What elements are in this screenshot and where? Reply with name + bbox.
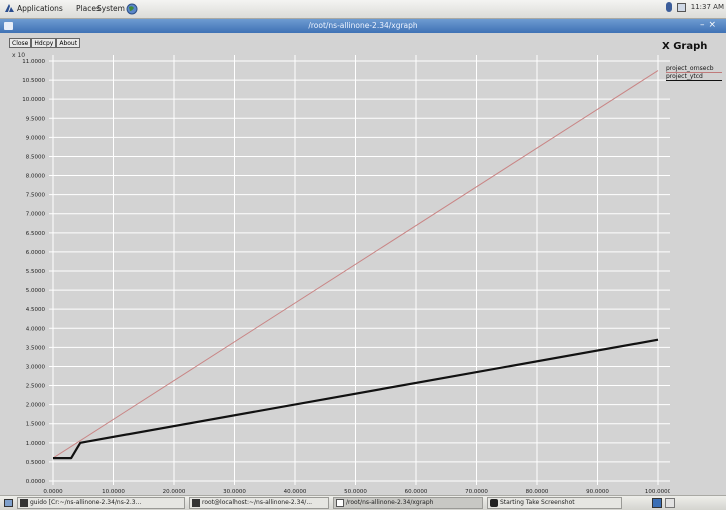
workspace-2-button[interactable]	[665, 498, 675, 508]
legend: project_ornsecb project_ytcd	[666, 65, 722, 81]
network-icon[interactable]	[676, 2, 686, 12]
xgraph-client-area: Close Hdcpy About x 10 0.0000 10.0000 20.000…	[0, 33, 726, 495]
legend-title: X Graph	[662, 41, 708, 52]
x-tick-label: 50.0000	[344, 489, 367, 495]
y-axis-unit: x 10	[12, 52, 26, 59]
browser-globe-icon[interactable]	[126, 3, 138, 15]
y-tick-label: 8.5000	[26, 154, 46, 160]
x-tick-label: 10.0000	[102, 489, 125, 495]
y-tick-label: 3.5000	[26, 345, 46, 351]
series-line-2	[53, 338, 659, 460]
menu-places[interactable]: Places	[76, 4, 100, 13]
taskbar-item-terminal-1[interactable]: guido [Cr:~/ns-allinone-2.34/ns-2.3...	[17, 497, 185, 509]
window-titlebar[interactable]: /root/ns-allinone-2.34/xgraph –×	[0, 19, 726, 33]
y-tick-label: 6.0000	[26, 250, 46, 256]
y-tick-label: 10.5000	[22, 78, 45, 84]
y-tick-label: 10.0000	[22, 97, 45, 103]
window-menu-icon[interactable]	[4, 22, 13, 30]
x-tick-label: 0.0000	[43, 489, 63, 495]
x-tick-label: 70.0000	[465, 489, 488, 495]
distro-logo-icon[interactable]	[4, 3, 15, 14]
y-tick-label: 0.5000	[26, 460, 46, 466]
y-tick-label: 3.0000	[26, 364, 46, 370]
y-tick-label: 5.0000	[26, 288, 46, 294]
xgraph-button-row: Close Hdcpy About	[9, 38, 81, 48]
x-tick-label: 90.0000	[586, 489, 609, 495]
terminal-icon	[192, 499, 200, 507]
window-controls: –×	[700, 20, 720, 30]
x-tick-label: 30.0000	[223, 489, 246, 495]
legend-item-series-1: project_ornsecb	[666, 65, 722, 73]
y-tick-label: 4.5000	[26, 307, 46, 313]
x-tick-label: 40.0000	[284, 489, 307, 495]
close-button[interactable]: Close	[9, 38, 32, 48]
x-tick-label: 60.0000	[405, 489, 428, 495]
terminal-icon	[20, 499, 28, 507]
y-tick-label: 1.5000	[26, 422, 46, 428]
y-tick-label: 1.0000	[26, 441, 46, 447]
close-icon[interactable]: ×	[708, 20, 720, 30]
y-tick-label: 5.5000	[26, 269, 46, 275]
taskbar-item-screenshot[interactable]: Starting Take Screenshot	[487, 497, 622, 509]
y-tick-label: 6.5000	[26, 231, 46, 237]
y-tick-label: 2.0000	[26, 403, 46, 409]
bottom-taskbar: guido [Cr:~/ns-allinone-2.34/ns-2.3... r…	[0, 495, 726, 510]
y-tick-label: 0.0000	[26, 479, 46, 485]
y-tick-label: 7.5000	[26, 193, 46, 199]
clock[interactable]: 11:37 AM	[690, 3, 724, 11]
taskbar-item-terminal-2[interactable]: root@localhost:~/ns-allinone-2.34/...	[189, 497, 329, 509]
bluetooth-icon[interactable]	[666, 2, 673, 12]
show-desktop-icon[interactable]	[4, 498, 13, 508]
y-tick-label: 2.5000	[26, 384, 46, 390]
line-chart: 0.0000 10.0000 20.0000 30.0000 40.0000 50.000…	[22, 55, 670, 495]
taskbar-item-xgraph[interactable]: /root/ns-allinone-2.34/xgraph	[333, 497, 483, 509]
menu-system[interactable]: System	[97, 4, 125, 13]
x-tick-label: 100.0000	[645, 489, 670, 495]
x-tick-label: 20.0000	[163, 489, 186, 495]
top-panel: Applications Places System 11:37 AM	[0, 0, 726, 19]
menu-applications[interactable]: Applications	[17, 4, 63, 13]
legend-item-series-2: project_ytcd	[666, 73, 722, 81]
y-tick-label: 4.0000	[26, 326, 46, 332]
y-tick-label: 9.0000	[26, 135, 46, 141]
camera-icon	[490, 499, 498, 507]
system-tray: 11:37 AM	[666, 2, 724, 16]
x-tick-label: 80.0000	[526, 489, 549, 495]
window-title: /root/ns-allinone-2.34/xgraph	[308, 21, 418, 30]
about-button[interactable]: About	[56, 38, 81, 48]
y-tick-label: 8.0000	[26, 174, 46, 180]
workspace-1-button[interactable]	[652, 498, 662, 508]
y-tick-label: 11.0000	[22, 59, 45, 65]
y-tick-label: 7.0000	[26, 212, 46, 218]
hdcpy-button[interactable]: Hdcpy	[31, 38, 57, 48]
minimize-icon[interactable]: –	[699, 20, 709, 30]
window-icon	[336, 499, 344, 507]
y-tick-label: 9.5000	[26, 116, 46, 122]
series-line-1	[52, 70, 659, 459]
